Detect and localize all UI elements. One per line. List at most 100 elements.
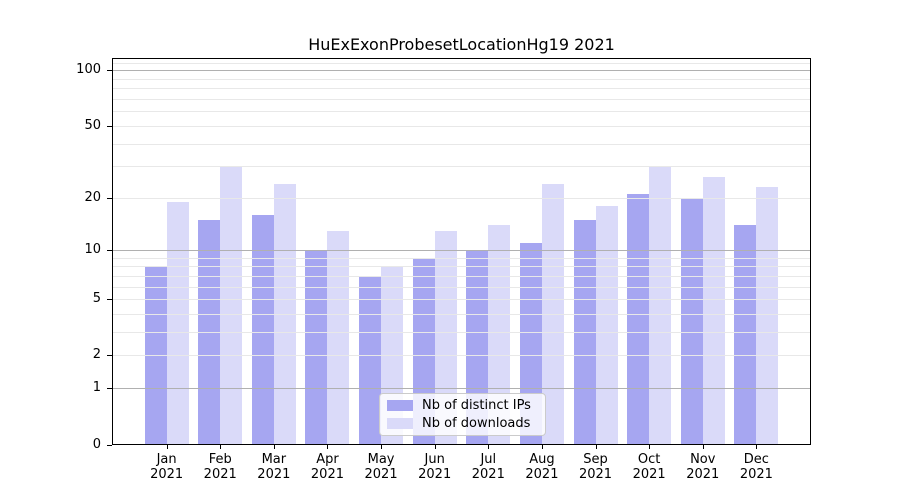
y-tick-mark-2	[107, 355, 112, 357]
x-tick-label-feb: Feb 2021	[188, 452, 252, 482]
gridline-minor-5	[113, 299, 810, 301]
bar-feb-downloads	[220, 166, 243, 444]
x-tick-year-oct: 2021	[632, 467, 666, 482]
bar-jun-downloads	[434, 230, 457, 444]
gridline-minor-60	[113, 111, 810, 113]
gridline-minor-7	[113, 275, 810, 277]
x-tick-year-jan: 2021	[150, 467, 184, 482]
x-tick-mark-nov	[702, 445, 704, 449]
chart-title: HuExExonProbesetLocationHg19 2021	[308, 35, 615, 54]
bar-may-ips	[359, 275, 382, 444]
x-tick-year-mar: 2021	[257, 467, 291, 482]
x-tick-label-aug: Aug 2021	[510, 452, 574, 482]
x-tick-label-sep: Sep 2021	[564, 452, 628, 482]
legend-item-distinct-ips: Nb of distinct IPs	[387, 398, 541, 413]
x-tick-month-jun: Jun	[424, 452, 445, 467]
gridline-minor-80	[113, 88, 810, 90]
x-tick-label-nov: Nov 2021	[671, 452, 735, 482]
x-tick-mark-feb	[220, 445, 222, 449]
x-tick-label-oct: Oct 2021	[617, 452, 681, 482]
y-tick-label-1: 1	[92, 380, 101, 396]
x-tick-month-feb: Feb	[208, 452, 232, 467]
x-tick-year-jun: 2021	[418, 467, 452, 482]
x-tick-label-jun: Jun 2021	[403, 452, 467, 482]
gridline-minor-30	[113, 166, 810, 168]
y-tick-mark-10	[107, 250, 112, 252]
x-tick-month-apr: Apr	[316, 452, 339, 467]
legend-label-downloads: Nb of downloads	[422, 415, 531, 431]
x-tick-month-may: May	[367, 452, 395, 467]
y-tick-label-2: 2	[92, 347, 101, 363]
gridline-minor-70	[113, 99, 810, 101]
legend: Nb of distinct IPs Nb of downloads	[379, 393, 546, 436]
x-tick-mark-may	[381, 445, 383, 449]
legend-label-distinct-ips: Nb of distinct IPs	[422, 398, 531, 414]
y-tick-mark-1	[107, 388, 112, 390]
x-tick-year-aug: 2021	[525, 467, 559, 482]
x-tick-mark-jun	[434, 445, 436, 449]
x-tick-mark-aug	[541, 445, 543, 449]
bar-jan-downloads	[166, 201, 189, 444]
y-tick-label-0: 0	[92, 436, 101, 452]
x-tick-month-oct: Oct	[637, 452, 661, 467]
gridline-minor-6	[113, 286, 810, 288]
y-tick-label-10: 10	[84, 242, 101, 258]
bar-dec-downloads	[756, 186, 779, 444]
gridline-minor-50	[113, 125, 810, 127]
gridline-minor-8	[113, 266, 810, 268]
x-tick-label-jan: Jan 2021	[135, 452, 199, 482]
x-tick-label-may: May 2021	[349, 452, 413, 482]
legend-swatch-downloads-icon	[387, 417, 413, 429]
y-tick-mark-5	[107, 299, 112, 301]
gridline-minor-20	[113, 197, 810, 199]
x-tick-year-feb: 2021	[203, 467, 237, 482]
x-tick-mark-mar	[273, 445, 275, 449]
y-tick-mark-0	[107, 444, 112, 446]
y-tick-label-5: 5	[92, 291, 101, 307]
bar-apr-downloads	[327, 230, 350, 444]
bar-sep-ips	[573, 219, 596, 444]
x-tick-year-sep: 2021	[578, 467, 613, 482]
x-tick-mark-dec	[756, 445, 758, 449]
y-tick-label-50: 50	[84, 117, 101, 133]
x-tick-year-apr: 2021	[310, 467, 344, 482]
x-tick-label-mar: Mar 2021	[242, 452, 306, 482]
x-tick-mark-oct	[649, 445, 651, 449]
grid-layer	[113, 59, 810, 444]
x-tick-month-dec: Dec	[743, 452, 769, 467]
bar-oct-ips	[627, 194, 650, 444]
bar-oct-downloads	[649, 166, 672, 444]
x-tick-year-may: 2021	[364, 467, 398, 482]
gridline-major-10	[113, 250, 810, 252]
y-tick-label-100: 100	[76, 62, 101, 78]
bar-jan-ips	[144, 266, 167, 444]
gridline-minor-90	[113, 78, 810, 80]
x-tick-month-aug: Aug	[529, 452, 555, 467]
bar-aug-downloads	[541, 183, 564, 444]
x-tick-label-jul: Jul 2021	[456, 452, 520, 482]
x-tick-month-jan: Jan	[156, 452, 177, 467]
bar-nov-ips	[680, 197, 703, 444]
x-tick-mark-sep	[595, 445, 597, 449]
x-tick-year-dec: 2021	[739, 467, 773, 482]
gridline-major-1	[113, 388, 810, 390]
bar-mar-downloads	[273, 183, 296, 444]
gridline-minor-9	[113, 257, 810, 259]
bar-mar-ips	[251, 214, 274, 444]
x-tick-month-jul: Jul	[480, 452, 497, 467]
x-tick-mark-jul	[488, 445, 490, 449]
x-tick-mark-jan	[166, 445, 168, 449]
bar-apr-ips	[305, 250, 328, 444]
x-tick-month-sep: Sep	[583, 452, 608, 467]
x-tick-mark-apr	[327, 445, 329, 449]
x-tick-label-dec: Dec 2021	[724, 452, 788, 482]
plot-area	[112, 58, 811, 445]
x-tick-month-nov: Nov	[690, 452, 716, 467]
bar-sep-downloads	[595, 205, 618, 444]
gridline-major-100	[113, 70, 810, 72]
bar-nov-downloads	[702, 177, 725, 444]
y-tick-mark-100	[107, 70, 112, 72]
legend-swatch-distinct-ips-icon	[387, 400, 413, 412]
y-tick-mark-20	[107, 197, 112, 199]
